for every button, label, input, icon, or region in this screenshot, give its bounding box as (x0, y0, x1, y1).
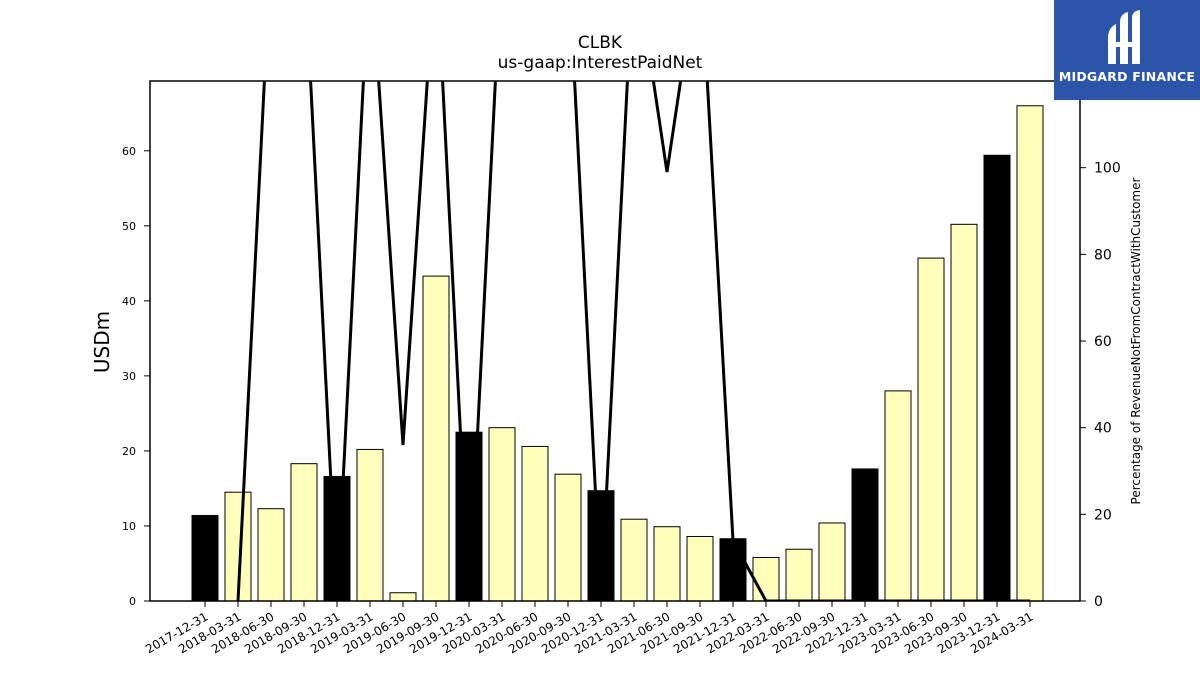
y2-tick-label: 100 (1094, 161, 1121, 177)
left-axis: 0 10 20 30 40 50 60 (122, 145, 150, 608)
y2-tick-label: 80 (1094, 247, 1112, 263)
bar (686, 535, 714, 602)
y-tick-label: 10 (122, 520, 136, 533)
y-tick-label: 30 (122, 370, 136, 383)
brand-logo: MIDGARD FINANCE (1054, 0, 1200, 100)
bar (488, 427, 516, 602)
bar (983, 154, 1011, 602)
y-tick-label: 40 (122, 295, 136, 308)
chart-title: CLBK (577, 33, 623, 53)
y2-tick-label: 40 (1094, 421, 1112, 437)
bar (1016, 105, 1044, 602)
bars-layer (191, 105, 1044, 602)
bar (422, 275, 450, 602)
y2-tick-label: 60 (1094, 334, 1112, 350)
bar (950, 223, 978, 602)
y2-axis-label: Percentage of RevenueNotFromContractWith… (1129, 178, 1143, 505)
y-tick-label: 0 (129, 595, 136, 608)
bar (752, 556, 780, 602)
bar (191, 514, 219, 602)
bar (521, 445, 549, 602)
x-axis: 2017-12-312018-03-312018-06-302018-09-30… (143, 601, 1036, 656)
bar (356, 448, 384, 602)
bar (719, 538, 747, 602)
y-tick-label: 20 (122, 445, 136, 458)
bar (554, 473, 582, 602)
bar (620, 518, 648, 602)
y-tick-label: 50 (122, 220, 136, 233)
y2-tick-label: 0 (1094, 594, 1103, 610)
bar (653, 526, 681, 602)
bar (389, 592, 417, 602)
bar (818, 522, 846, 602)
bar (884, 390, 912, 602)
bar (917, 257, 945, 602)
bar (290, 463, 318, 602)
bar (851, 468, 879, 602)
logo-text: MIDGARD FINANCE (1058, 69, 1196, 84)
midgard-logo-icon (1108, 10, 1140, 64)
bar (257, 508, 285, 602)
y2-tick-label: 20 (1094, 507, 1112, 523)
y-tick-label: 60 (122, 145, 136, 158)
bar (785, 548, 813, 602)
right-axis: 0 20 40 60 80 100 (1080, 161, 1121, 610)
y-axis-label: USDm (90, 311, 114, 373)
chart-subtitle: us-gaap:InterestPaidNet (497, 53, 703, 73)
